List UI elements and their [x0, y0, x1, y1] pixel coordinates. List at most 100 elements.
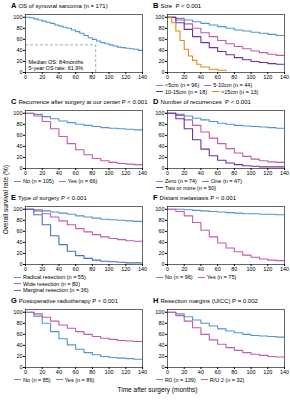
svg-text:20: 20	[39, 170, 45, 176]
svg-text:100: 100	[104, 74, 113, 80]
svg-text:20: 20	[39, 74, 45, 80]
svg-text:100: 100	[13, 206, 22, 212]
svg-text:100: 100	[155, 206, 164, 212]
svg-text:0: 0	[19, 165, 22, 171]
svg-text:120: 120	[121, 74, 130, 80]
svg-text:0: 0	[166, 266, 169, 272]
svg-text:0: 0	[166, 74, 169, 80]
svg-text:0: 0	[19, 261, 22, 267]
svg-text:120: 120	[121, 369, 130, 375]
svg-text:20: 20	[158, 250, 164, 256]
svg-text:20: 20	[181, 170, 187, 176]
svg-text:100: 100	[155, 14, 164, 20]
svg-text:0: 0	[161, 165, 164, 171]
svg-text:120: 120	[263, 74, 272, 80]
svg-text:40: 40	[158, 342, 164, 348]
svg-text:80: 80	[158, 320, 164, 326]
svg-text:100: 100	[104, 266, 113, 272]
svg-text:60: 60	[73, 369, 79, 375]
svg-text:20: 20	[181, 369, 187, 375]
svg-text:60: 60	[16, 228, 22, 234]
svg-text:80: 80	[231, 266, 237, 272]
svg-text:0: 0	[24, 266, 27, 272]
svg-text:20: 20	[16, 58, 22, 64]
svg-text:100: 100	[155, 309, 164, 315]
svg-text:80: 80	[158, 25, 164, 31]
svg-text:0: 0	[161, 261, 164, 267]
svg-text:0: 0	[166, 170, 169, 176]
svg-text:80: 80	[16, 320, 22, 326]
svg-text:0: 0	[19, 364, 22, 370]
svg-text:20: 20	[39, 266, 45, 272]
svg-text:100: 100	[13, 309, 22, 315]
svg-text:80: 80	[158, 217, 164, 223]
svg-text:40: 40	[158, 239, 164, 245]
svg-text:20: 20	[16, 353, 22, 359]
svg-text:0: 0	[24, 369, 27, 375]
svg-text:80: 80	[231, 170, 237, 176]
svg-text:80: 80	[231, 74, 237, 80]
svg-text:60: 60	[158, 331, 164, 337]
svg-text:40: 40	[198, 266, 204, 272]
svg-text:40: 40	[198, 369, 204, 375]
svg-text:0: 0	[161, 69, 164, 75]
svg-text:80: 80	[89, 170, 95, 176]
svg-text:20: 20	[158, 58, 164, 64]
svg-text:140: 140	[138, 266, 147, 272]
svg-text:40: 40	[16, 143, 22, 149]
svg-text:80: 80	[16, 25, 22, 31]
svg-text:40: 40	[16, 342, 22, 348]
svg-text:80: 80	[16, 121, 22, 127]
svg-text:60: 60	[215, 266, 221, 272]
svg-text:0: 0	[24, 170, 27, 176]
svg-text:60: 60	[215, 170, 221, 176]
svg-text:40: 40	[198, 74, 204, 80]
svg-text:100: 100	[246, 170, 255, 176]
svg-text:40: 40	[56, 74, 62, 80]
svg-text:40: 40	[16, 47, 22, 53]
svg-text:100: 100	[13, 110, 22, 116]
svg-text:80: 80	[231, 369, 237, 375]
svg-text:20: 20	[39, 369, 45, 375]
svg-text:20: 20	[158, 154, 164, 160]
svg-text:60: 60	[158, 132, 164, 138]
svg-text:60: 60	[73, 170, 79, 176]
svg-text:60: 60	[215, 369, 221, 375]
svg-text:80: 80	[89, 266, 95, 272]
svg-text:Median OS: 84months5-year OS r: Median OS: 84months5-year OS rate: 61.9%	[29, 59, 84, 71]
svg-text:80: 80	[89, 74, 95, 80]
svg-text:120: 120	[121, 170, 130, 176]
svg-text:40: 40	[158, 47, 164, 53]
svg-text:40: 40	[198, 170, 204, 176]
svg-text:20: 20	[16, 154, 22, 160]
svg-text:20: 20	[181, 266, 187, 272]
svg-text:120: 120	[263, 266, 272, 272]
svg-text:60: 60	[158, 228, 164, 234]
svg-text:0: 0	[19, 69, 22, 75]
svg-text:140: 140	[280, 369, 289, 375]
svg-text:0: 0	[166, 369, 169, 375]
svg-text:60: 60	[215, 74, 221, 80]
svg-text:20: 20	[181, 74, 187, 80]
svg-text:60: 60	[158, 36, 164, 42]
svg-text:140: 140	[280, 266, 289, 272]
svg-text:60: 60	[16, 36, 22, 42]
svg-text:120: 120	[263, 369, 272, 375]
svg-text:140: 140	[138, 74, 147, 80]
svg-text:20: 20	[16, 250, 22, 256]
svg-text:60: 60	[73, 266, 79, 272]
svg-text:60: 60	[16, 331, 22, 337]
svg-text:140: 140	[138, 369, 147, 375]
svg-text:120: 120	[121, 266, 130, 272]
svg-text:100: 100	[104, 170, 113, 176]
svg-text:100: 100	[104, 369, 113, 375]
svg-text:40: 40	[56, 170, 62, 176]
svg-text:0: 0	[24, 74, 27, 80]
svg-text:140: 140	[280, 74, 289, 80]
svg-text:80: 80	[16, 217, 22, 223]
svg-text:100: 100	[246, 369, 255, 375]
svg-text:60: 60	[73, 74, 79, 80]
svg-text:20: 20	[158, 353, 164, 359]
svg-text:100: 100	[246, 74, 255, 80]
svg-text:140: 140	[138, 170, 147, 176]
